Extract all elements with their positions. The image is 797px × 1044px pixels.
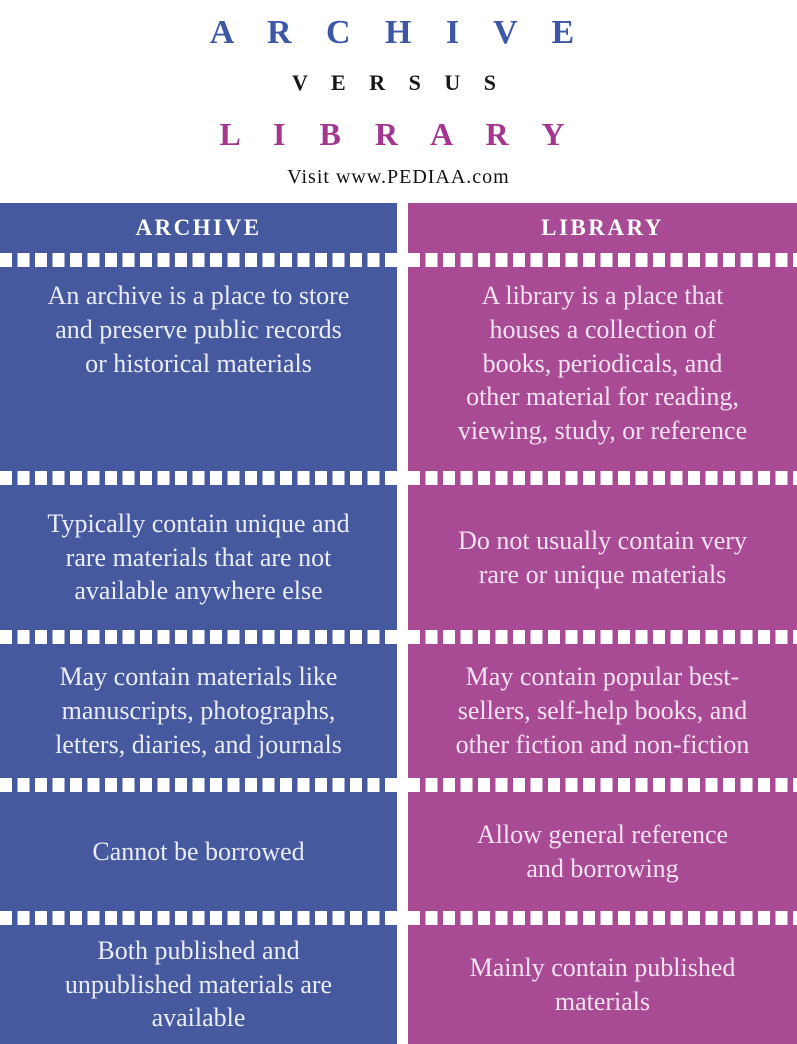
library-cell-publication: Mainly contain published materials — [469, 952, 736, 1016]
dashed-separator — [0, 471, 397, 485]
archive-cell-materials: May contain materials like manuscripts, … — [55, 662, 342, 759]
dashed-separator — [408, 778, 797, 792]
site-link-text: Visit www.PEDIAA.com — [287, 166, 510, 188]
column-gutter — [397, 203, 408, 1044]
dashed-separator — [0, 778, 397, 792]
comparison-table: ARCHIVE An archive is a place to store a… — [0, 203, 797, 1044]
dashed-separator — [0, 253, 397, 267]
dashed-separator — [0, 630, 397, 644]
library-cell-definition: A library is a place that houses a colle… — [457, 281, 748, 446]
dashed-separator — [408, 911, 797, 925]
dashed-separator — [408, 471, 797, 485]
title-archive: A R C H I V E — [209, 14, 588, 51]
dashed-separator — [408, 630, 797, 644]
library-cell-rarity: Do not usually contain very rare or uniq… — [458, 525, 747, 589]
archive-cell-rarity: Typically contain unique and rare materi… — [47, 508, 350, 606]
dashed-separator — [0, 911, 397, 925]
archive-cell-definition: An archive is a place to store and prese… — [47, 281, 350, 378]
library-cell-borrowing: Allow general reference and borrowing — [476, 819, 729, 883]
archive-column-header: ARCHIVE — [135, 215, 262, 240]
library-column: LIBRARY A library is a place that houses… — [408, 203, 797, 1044]
archive-cell-publication: Both published and unpublished materials… — [64, 935, 333, 1033]
dashed-separator — [408, 253, 797, 267]
archive-column: ARCHIVE An archive is a place to store a… — [0, 203, 397, 1044]
title-block: A R C H I V E V E R S U S L I B R A R Y … — [0, 0, 797, 188]
archive-cell-borrowing: Cannot be borrowed — [92, 836, 305, 866]
title-library: L I B R A R Y — [219, 116, 578, 152]
library-cell-materials: May contain popular best- sellers, self-… — [455, 662, 750, 759]
title-versus: V E R S U S — [292, 70, 505, 95]
library-column-header: LIBRARY — [541, 215, 664, 240]
